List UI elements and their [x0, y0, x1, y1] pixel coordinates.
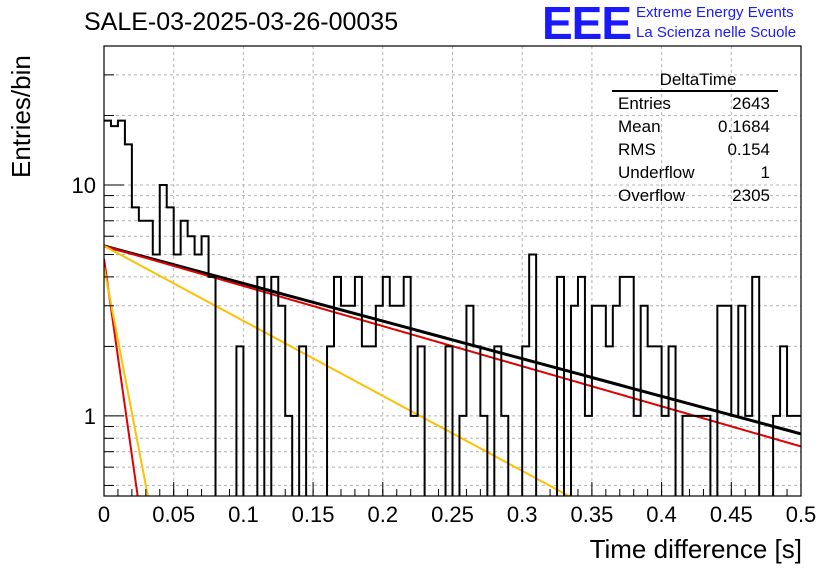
stats-label: Entries	[618, 94, 671, 113]
chart-title: SALE-03-2025-03-26-00035	[84, 8, 399, 36]
stats-row: Overflow 2305	[612, 184, 778, 207]
fit-curves	[104, 244, 801, 496]
stats-value: 0.154	[727, 140, 770, 159]
ticks: 0 0.05 0.1 0.15 0.2 0.25 0.3 0.35 0.4 0.45 0.5 1 10	[72, 45, 817, 527]
stats-label: Overflow	[618, 186, 686, 205]
stats-label: Mean	[618, 117, 661, 136]
x-tick-label: 0.25	[431, 502, 474, 527]
eee-logo-mark: EEE	[542, 0, 632, 49]
stats-value: 0.1684	[718, 117, 770, 136]
histogram-line	[104, 119, 801, 496]
stats-value: 2643	[732, 94, 770, 113]
stats-row: RMS 0.154	[612, 138, 778, 161]
x-axis-label: Time difference [s]	[589, 534, 802, 564]
stats-label: RMS	[618, 140, 656, 159]
x-tick-label: 0.3	[507, 502, 538, 527]
stats-value: 2305	[732, 186, 770, 205]
x-tick-label: 0.35	[570, 502, 613, 527]
histogram	[104, 119, 801, 496]
y-tick-label: 1	[84, 404, 96, 429]
eee-logo: EEE Extreme Energy Events La Scienza nel…	[542, 0, 834, 49]
y-tick-label: 10	[72, 173, 96, 198]
x-tick-label: 0.1	[228, 502, 259, 527]
x-tick-label: 0.5	[786, 502, 817, 527]
stats-row: Mean 0.1684	[612, 115, 778, 138]
x-tick-label: 0.4	[646, 502, 677, 527]
stats-label: Underflow	[618, 163, 695, 182]
stats-row: Entries 2643	[612, 92, 778, 115]
x-tick-label: 0.2	[368, 502, 399, 527]
fit-curve	[104, 245, 571, 496]
stats-box: DeltaTime Entries 2643 Mean 0.1684 RMS 0.15…	[612, 70, 778, 207]
fit-curve	[104, 267, 149, 496]
logo-line2: La Scienza nelle Scuole	[636, 24, 797, 41]
x-tick-label: 0.05	[152, 502, 195, 527]
fit-curve	[104, 244, 801, 436]
stats-value: 1	[760, 163, 770, 182]
x-tick-label: 0.15	[292, 502, 335, 527]
stats-title: DeltaTime	[612, 70, 778, 92]
x-tick-label: 0.45	[710, 502, 753, 527]
logo-line1: Extreme Energy Events	[636, 4, 794, 21]
x-tick-label: 0	[98, 502, 110, 527]
y-axis-label: Entries/bin	[6, 55, 36, 178]
stats-row: Underflow 1	[612, 161, 778, 184]
